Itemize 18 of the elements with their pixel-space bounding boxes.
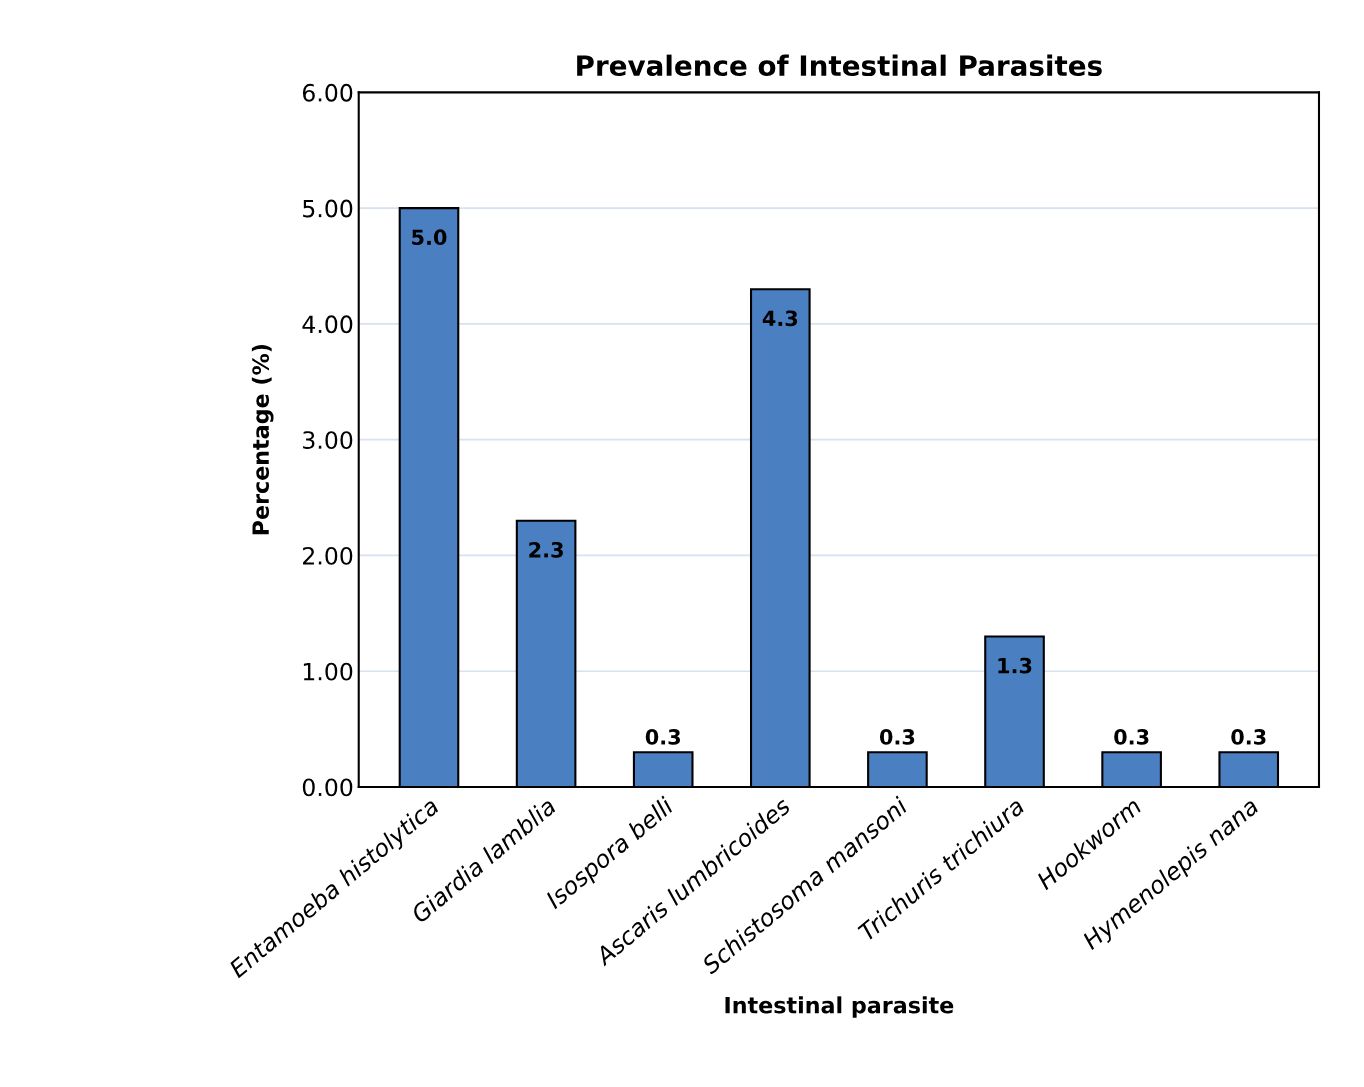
y-tick-label: 2.00 xyxy=(303,546,353,565)
y-tick-label: 3.00 xyxy=(303,431,353,449)
data-label: 0.3 xyxy=(1231,728,1266,745)
y-tick-label: 6.00 xyxy=(302,83,353,102)
y-axis-title: Percentage (%) xyxy=(251,344,274,535)
y-tick-label: 4.00 xyxy=(302,315,353,334)
data-label: 5.0 xyxy=(412,229,447,246)
x-axis-title: Intestinal parasite xyxy=(725,996,954,1018)
y-tick-label: 5.00 xyxy=(303,199,353,218)
data-label: 0.3 xyxy=(1114,728,1149,745)
data-label: 4.3 xyxy=(762,310,798,327)
y-tick-label: 0.00 xyxy=(302,778,353,797)
y-tick-label: 1.00 xyxy=(303,662,353,681)
data-label: 2.3 xyxy=(529,541,563,558)
data-label: 1.3 xyxy=(998,657,1032,674)
data-label: 0.3 xyxy=(879,728,915,745)
data-label: 0.3 xyxy=(645,728,680,745)
chart-title: Prevalence of Intestinal Parasites xyxy=(577,54,1102,77)
